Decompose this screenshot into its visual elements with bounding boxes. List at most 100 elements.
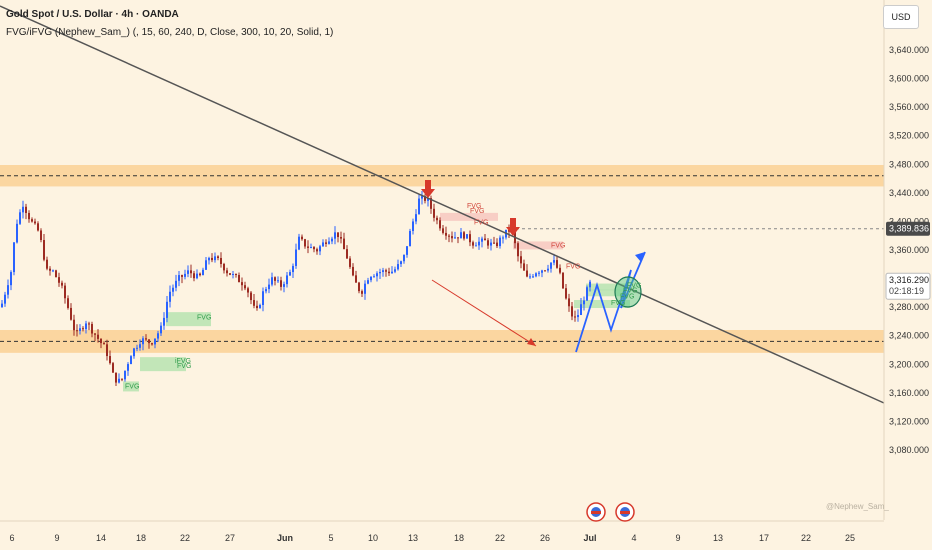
projection-zigzag xyxy=(575,251,646,353)
candle-body xyxy=(283,284,285,287)
candle-body xyxy=(181,275,183,277)
candle-body xyxy=(367,280,369,284)
y-tick-label: 3,280.000 xyxy=(889,302,929,312)
candle-body xyxy=(166,301,168,318)
candle-body xyxy=(418,198,420,215)
fvg-label: FVG xyxy=(197,314,211,321)
candle-body xyxy=(412,221,414,231)
candle-body xyxy=(13,242,15,273)
fvg-label: FVG xyxy=(467,203,481,210)
candle-body xyxy=(124,370,126,380)
red-trend-arrow xyxy=(431,279,537,347)
candle-body xyxy=(259,304,261,309)
candle-body xyxy=(361,291,363,294)
candle-body xyxy=(205,260,207,270)
candle-body xyxy=(400,261,402,265)
candle-body xyxy=(43,240,45,260)
fvg-box xyxy=(513,241,563,250)
current-price-tag xyxy=(885,272,931,300)
candle-body xyxy=(388,271,390,274)
candle-body xyxy=(232,273,234,275)
candle-body xyxy=(157,333,159,339)
candle-body xyxy=(100,338,102,344)
flag-stripe-icon xyxy=(591,511,601,514)
x-tick-label: 22 xyxy=(180,533,190,543)
candle-body xyxy=(241,282,243,286)
candle-body xyxy=(547,268,549,271)
candle-body xyxy=(562,272,564,289)
candle-body xyxy=(436,217,438,221)
x-tick-label: 26 xyxy=(540,533,550,543)
candle-body xyxy=(466,234,468,239)
candle-body xyxy=(178,275,180,281)
fvg-label: FVG xyxy=(623,287,637,294)
candle-body xyxy=(484,238,486,241)
y-tick-label: 3,560.000 xyxy=(889,102,929,112)
x-tick-label: 17 xyxy=(759,533,769,543)
fvg-box xyxy=(166,312,211,327)
projection-arrowhead xyxy=(635,252,645,262)
candle-body xyxy=(571,306,573,317)
candle-body xyxy=(589,281,591,288)
candle-body xyxy=(301,236,303,240)
candle-body xyxy=(10,272,12,286)
y-tick-label: 3,440.000 xyxy=(889,188,929,198)
candle-body xyxy=(229,273,231,275)
y-tick-label: 3,200.000 xyxy=(889,359,929,369)
candle-body xyxy=(478,241,480,246)
fvg-box xyxy=(140,357,186,372)
candle-body xyxy=(349,258,351,267)
candle-body xyxy=(334,232,336,239)
indicator-legend[interactable]: FVG/iFVG (Nephew_Sam_) (, 15, 60, 240, D… xyxy=(6,27,334,38)
x-tick-label: 10 xyxy=(368,533,378,543)
candle-body xyxy=(451,236,453,239)
candle-body xyxy=(439,220,441,229)
fvg-label: FVG xyxy=(470,208,484,215)
candle-body xyxy=(61,282,63,286)
candle-body xyxy=(277,280,279,282)
candle-body xyxy=(286,275,288,285)
x-tick-label: 22 xyxy=(495,533,505,543)
y-tick-label: 3,480.000 xyxy=(889,159,929,169)
candle-body xyxy=(421,196,423,199)
candle-body xyxy=(517,243,519,257)
y-tick-label: 3,520.000 xyxy=(889,131,929,141)
candle-body xyxy=(565,288,567,299)
candle-body xyxy=(103,343,105,345)
target-circle xyxy=(614,276,642,308)
candle-body xyxy=(322,242,324,247)
candle-body xyxy=(403,254,405,262)
candle-body xyxy=(34,221,36,224)
currency-button[interactable]: USD xyxy=(883,5,919,29)
fvg-label: FVG xyxy=(177,363,191,370)
candle-body xyxy=(244,285,246,289)
candle-body xyxy=(397,264,399,270)
candle-body xyxy=(268,284,270,290)
candle-body xyxy=(454,237,456,239)
fvg-label: FVG xyxy=(627,282,641,289)
x-tick-label: 9 xyxy=(675,533,680,543)
candle-body xyxy=(472,242,474,246)
candle-body xyxy=(211,257,213,261)
y-tick-label: 3,160.000 xyxy=(889,388,929,398)
current-price-label: 3,316.290 xyxy=(889,275,929,285)
candle-body xyxy=(130,356,132,365)
fvg-label: iFVG xyxy=(175,358,191,365)
candle-body xyxy=(151,343,153,345)
candle-body xyxy=(331,238,333,242)
fvg-label: FVG xyxy=(125,384,139,391)
candle-body xyxy=(31,219,33,222)
x-tick-label: 22 xyxy=(801,533,811,543)
x-tick-label: 18 xyxy=(136,533,146,543)
candle-body xyxy=(184,273,186,277)
candle-body xyxy=(469,234,471,243)
x-tick-label: 9 xyxy=(54,533,59,543)
candle-body xyxy=(523,263,525,271)
y-tick-label: 3,080.000 xyxy=(889,445,929,455)
candle-body xyxy=(262,291,264,305)
candle-body xyxy=(223,263,225,271)
candle-body xyxy=(544,270,546,272)
candle-body xyxy=(319,246,321,252)
candle-body xyxy=(139,344,141,348)
